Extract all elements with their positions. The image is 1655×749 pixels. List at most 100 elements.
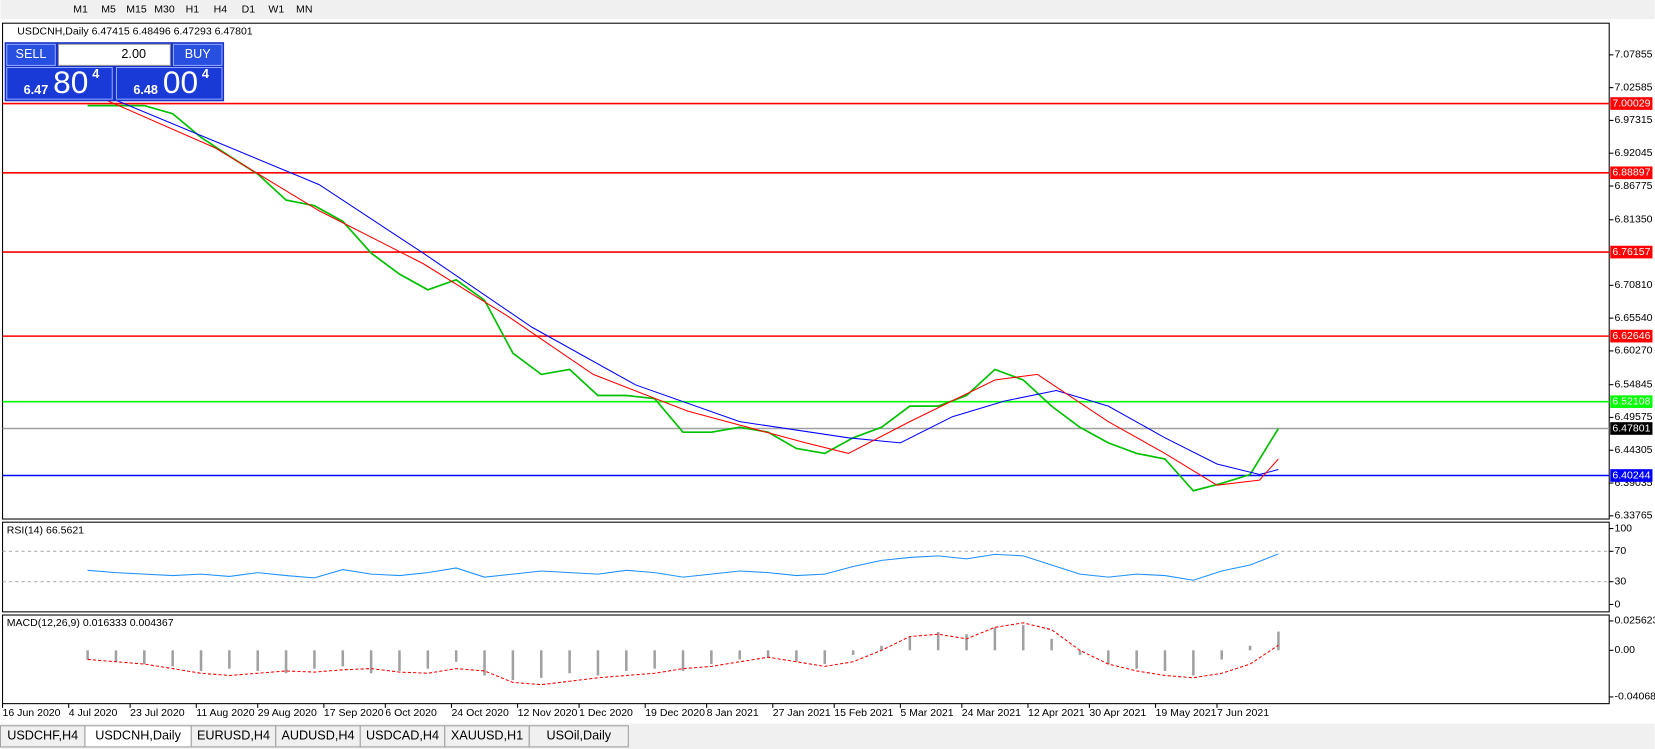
- x-tick-label: 24 Mar 2021: [962, 707, 1021, 719]
- histogram-bar: [1107, 650, 1110, 665]
- tab[interactable]: [528, 725, 629, 748]
- timeframe-button[interactable]: H4: [214, 3, 228, 15]
- timeframe-button[interactable]: M30: [154, 3, 175, 15]
- level-label-bg: [1610, 329, 1653, 343]
- histogram-bar: [1192, 650, 1195, 676]
- series-line: [87, 553, 1279, 581]
- level-label: 6.52108: [1612, 395, 1650, 407]
- histogram-bar: [795, 650, 798, 662]
- histogram-bar: [766, 650, 770, 658]
- x-tick-label: 8 Jan 2021: [707, 707, 759, 719]
- histogram-bar: [1248, 645, 1252, 651]
- buy-price-point: 4: [202, 67, 209, 81]
- x-tick-label: 4 Jul 2020: [69, 707, 118, 719]
- histogram-bar: [199, 650, 203, 671]
- timeframe-button[interactable]: W1: [268, 3, 284, 15]
- histogram-bar: [1050, 638, 1053, 651]
- x-tick-label: 6 Oct 2020: [385, 707, 437, 719]
- histogram-bar: [539, 650, 543, 678]
- price-panel: [2, 22, 1610, 520]
- chart-window: [0, 18, 1655, 724]
- y-tick-label: 6.92045: [1614, 147, 1652, 159]
- histogram-bar: [511, 650, 515, 681]
- timeframe-button[interactable]: M15: [126, 3, 147, 15]
- histogram-bar: [284, 650, 288, 674]
- histogram-bar: [369, 650, 373, 674]
- histogram-bar: [483, 650, 486, 676]
- tab-label: USDCAD,H4: [366, 729, 439, 743]
- tab-label: EURUSD,H4: [197, 729, 270, 743]
- histogram-bar: [1078, 650, 1082, 655]
- buy-price-box[interactable]: [115, 66, 223, 100]
- histogram-bar: [426, 650, 430, 669]
- level-label-bg: [1610, 166, 1653, 180]
- lots-input[interactable]: [57, 43, 171, 66]
- x-tick-label: 11 Aug 2020: [196, 707, 255, 719]
- series-line: [106, 99, 1279, 486]
- tab-label: USDCNH,Daily: [95, 729, 181, 743]
- y-tick-label: 0.00: [1614, 644, 1635, 656]
- buy-button[interactable]: [172, 43, 223, 66]
- histogram-bar: [1135, 650, 1138, 669]
- sell-label: SELL: [16, 47, 47, 61]
- y-tick-label: 6.65540: [1614, 312, 1652, 324]
- panel-title: RSI(14) 66.5621: [7, 524, 84, 536]
- y-tick-label: 6.49575: [1614, 411, 1652, 423]
- x-tick-label: 16 Jun 2020: [3, 707, 61, 719]
- x-tick-label: 30 Apr 2021: [1089, 707, 1146, 719]
- buy-price-big: 6.48: [133, 83, 158, 97]
- histogram-bar: [568, 650, 571, 674]
- sell-price-big: 6.47: [24, 83, 49, 97]
- histogram-bar: [1163, 650, 1167, 671]
- x-tick-label: 29 Aug 2020: [258, 707, 317, 719]
- y-tick-label: 6.86775: [1614, 180, 1652, 192]
- histogram-bar: [313, 650, 316, 669]
- x-tick-label: 17 Sep 2020: [324, 707, 384, 719]
- histogram-bar: [710, 650, 713, 665]
- histogram-bar: [993, 627, 997, 651]
- histogram-bar: [851, 650, 855, 655]
- tab-label: USDCHF,H4: [7, 729, 78, 743]
- x-tick-label: 27 Jan 2021: [773, 707, 831, 719]
- series-line: [87, 104, 1280, 492]
- histogram-bar: [908, 636, 912, 651]
- timeframe-button[interactable]: M5: [101, 3, 116, 15]
- level-label: 6.88897: [1612, 167, 1650, 179]
- y-tick-label: 30: [1614, 575, 1626, 587]
- level-label-bg: [1610, 422, 1653, 435]
- buy-label: BUY: [185, 47, 212, 61]
- y-tick-label: 6.33765: [1614, 510, 1652, 522]
- level-label-bg: [1610, 469, 1653, 482]
- x-tick-label: 12 Apr 2021: [1028, 707, 1085, 719]
- y-tick-label: 6.70810: [1614, 279, 1652, 291]
- sell-button[interactable]: [6, 43, 56, 66]
- y-tick-label: 0.025623: [1614, 615, 1655, 627]
- y-tick-label: 6.44305: [1614, 444, 1652, 456]
- level-label: 7.00029: [1612, 97, 1650, 109]
- x-tick-label: 24 Oct 2020: [451, 707, 509, 719]
- sell-price-box[interactable]: [6, 66, 113, 100]
- x-tick-label: 15 Feb 2021: [834, 707, 893, 719]
- y-tick-label: 6.60270: [1614, 345, 1652, 357]
- timeframe-button[interactable]: D1: [242, 3, 256, 15]
- histogram-bar: [681, 650, 685, 671]
- y-tick-label: -0.040687: [1614, 691, 1655, 703]
- y-tick-label: 7.02585: [1614, 81, 1652, 93]
- y-tick-label: 7.07855: [1614, 49, 1652, 61]
- histogram-bar: [965, 634, 968, 651]
- y-tick-label: 6.54845: [1614, 378, 1652, 390]
- histogram-bar: [114, 650, 118, 662]
- histogram-bar: [596, 650, 600, 676]
- timeframe-button[interactable]: H1: [186, 3, 200, 15]
- histogram-bar: [398, 650, 401, 671]
- y-tick-label: 70: [1614, 545, 1626, 557]
- timeframe-button[interactable]: MN: [296, 3, 312, 15]
- histogram-bar: [341, 650, 345, 667]
- histogram-bar: [738, 650, 741, 660]
- x-tick-label: 19 Dec 2020: [645, 707, 705, 719]
- level-label-bg: [1610, 97, 1653, 110]
- timeframe-button[interactable]: M1: [73, 3, 88, 15]
- panel-title: MACD(12,26,9) 0.016333 0.004367: [7, 617, 174, 629]
- tab-label: USOil,Daily: [546, 729, 611, 743]
